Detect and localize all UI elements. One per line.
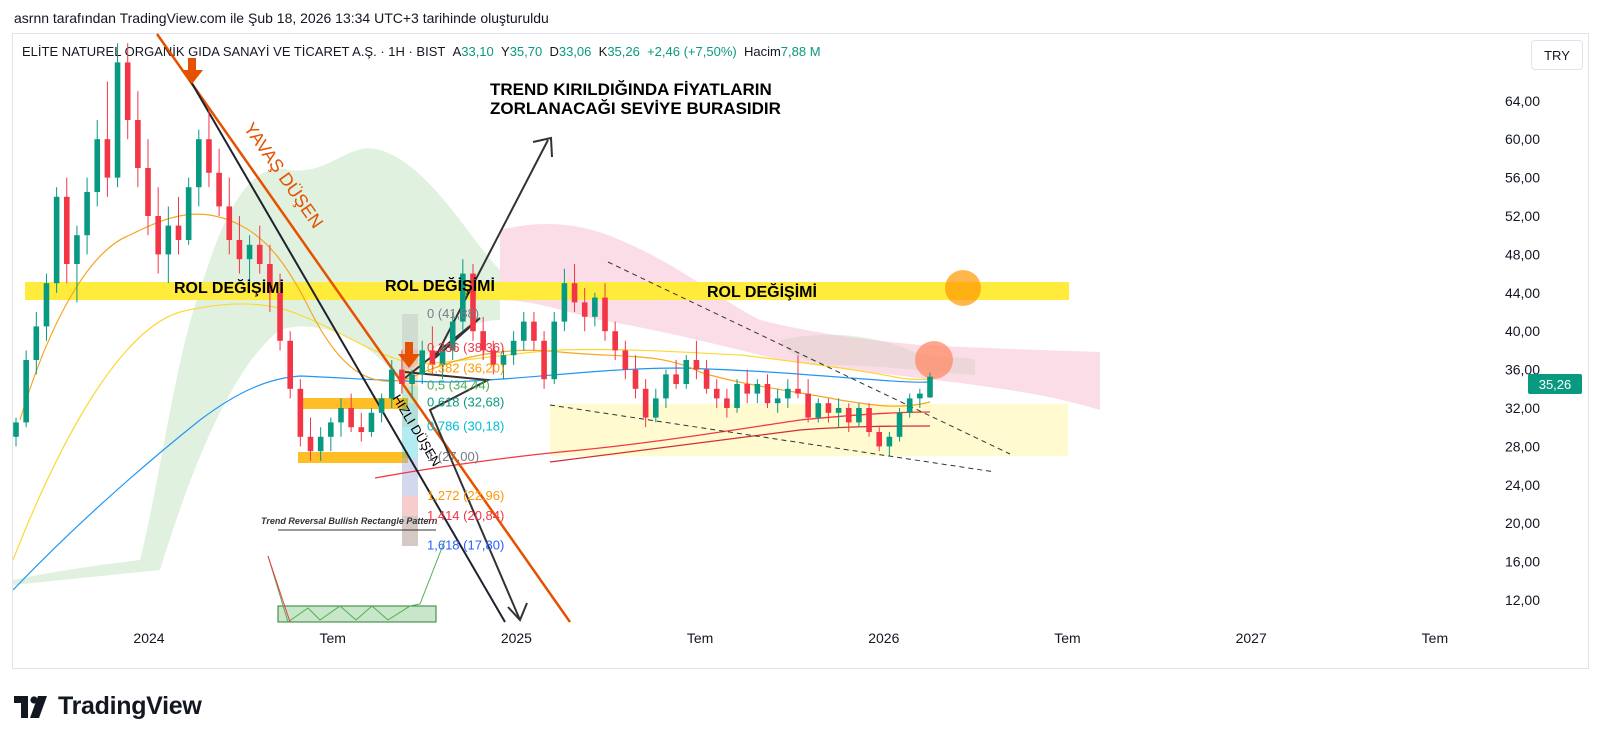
volume-value: 7,88 M bbox=[780, 44, 821, 59]
low-label: D bbox=[549, 44, 559, 59]
volume-label: Hacim bbox=[743, 44, 781, 59]
change-value: +2,46 (+7,50%) bbox=[647, 44, 737, 59]
tradingview-logo[interactable]: TradingView bbox=[14, 692, 202, 721]
currency-button[interactable]: TRY bbox=[1531, 40, 1583, 70]
symbol-legend: ELİTE NATUREL ORGANİK GIDA SANAYİ VE TİC… bbox=[22, 44, 821, 59]
current-price-tag: 35,26 bbox=[1528, 374, 1582, 394]
high-label: Y bbox=[501, 44, 510, 59]
open-value: 33,10 bbox=[461, 44, 494, 59]
chart-frame[interactable] bbox=[12, 33, 1589, 669]
close-value: 35,26 bbox=[607, 44, 640, 59]
close-label: K bbox=[598, 44, 608, 59]
symbol-name[interactable]: ELİTE NATUREL ORGANİK GIDA SANAYİ VE TİC… bbox=[22, 44, 446, 59]
open-label: A bbox=[452, 44, 462, 59]
chart-caption: asrnn tarafından TradingView.com ile Şub… bbox=[14, 10, 549, 26]
tradingview-logo-text: TradingView bbox=[58, 692, 202, 720]
high-value: 35,70 bbox=[509, 44, 543, 59]
tradingview-logo-icon bbox=[14, 695, 47, 718]
low-value: 33,06 bbox=[558, 44, 592, 59]
